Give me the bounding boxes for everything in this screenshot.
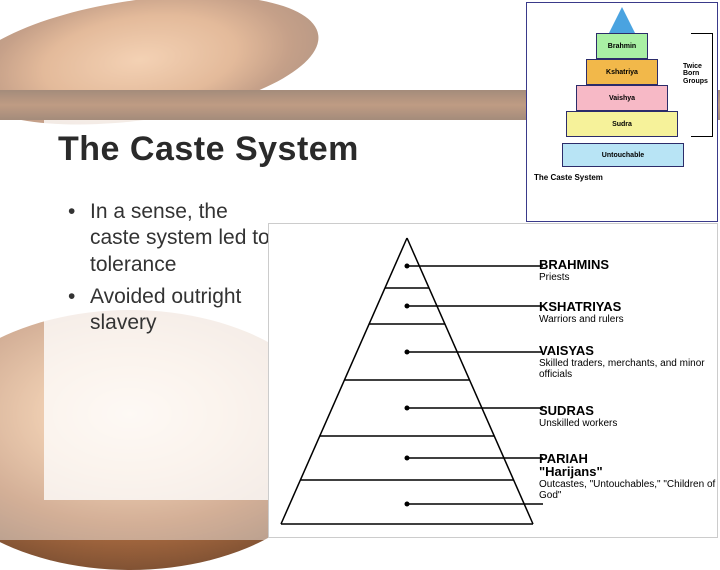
top-pyramid-caption: The Caste System xyxy=(534,173,714,182)
caste-heading: BRAHMINS xyxy=(539,258,609,271)
caste-label: PARIAH"Harijans"Outcastes, "Untouchables… xyxy=(539,452,717,501)
pyramid-tier: Sudra xyxy=(566,111,678,137)
pyramid-apex xyxy=(609,7,635,33)
caste-label: BRAHMINSPriests xyxy=(539,258,609,283)
caste-sub: Priests xyxy=(539,272,609,283)
pyramid-stack: BrahminKshatriyaVaishyaSudra Untouchable xyxy=(562,5,682,167)
pyramid-tier: Untouchable xyxy=(562,143,684,167)
pyramid-tier: Vaishya xyxy=(576,85,668,111)
caste-pyramid-color-diagram: BrahminKshatriyaVaishyaSudraUntouchable … xyxy=(526,2,718,222)
caste-sub: Skilled traders, merchants, and minor of… xyxy=(539,358,717,380)
pyramid-tier: Kshatriya xyxy=(586,59,658,85)
bullet-item: In a sense, the caste system led to tole… xyxy=(68,199,278,278)
caste-heading: VAISYAS xyxy=(539,344,717,357)
caste-sub: Warriors and rulers xyxy=(539,314,624,325)
caste-label: SUDRASUnskilled workers xyxy=(539,404,617,429)
caste-heading: KSHATRIYAS xyxy=(539,300,624,313)
caste-label: VAISYASSkilled traders, merchants, and m… xyxy=(539,344,717,380)
pyramid-tier: Brahmin xyxy=(596,33,648,59)
caste-label: KSHATRIYASWarriors and rulers xyxy=(539,300,624,325)
caste-sub: Unskilled workers xyxy=(539,418,617,429)
twice-born-label: Twice Born Groups xyxy=(683,63,715,85)
caste-sub: Outcastes, "Untouchables," "Children of … xyxy=(539,479,717,501)
caste-heading: SUDRAS xyxy=(539,404,617,417)
bw-pyramid-svg xyxy=(277,232,545,532)
slide-title: The Caste System xyxy=(58,130,462,169)
caste-pyramid-bw-diagram: BRAHMINSPriests KSHATRIYASWarriors and ru… xyxy=(268,223,718,538)
caste-heading-alt: "Harijans" xyxy=(539,465,717,478)
bullet-item: Avoided outright slavery xyxy=(68,284,278,337)
